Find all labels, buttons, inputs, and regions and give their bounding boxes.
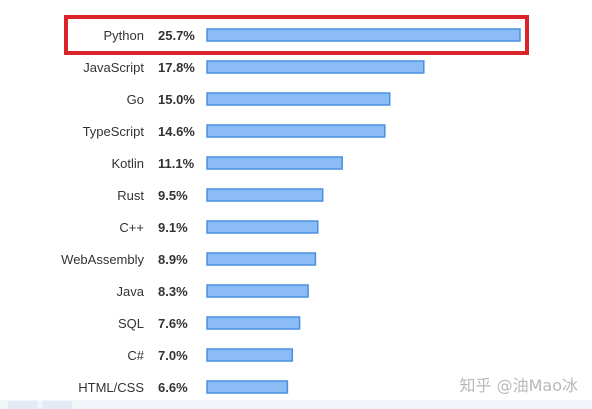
value-label: 7.0% [158,348,188,363]
bottom-tab[interactable] [8,401,38,409]
bar [206,92,391,106]
value-label: 9.5% [158,188,188,203]
value-label: 17.8% [158,60,195,75]
category-label: Go [127,92,144,107]
category-label: Java [117,284,145,299]
bar [206,252,317,266]
bottom-strip [0,400,592,409]
category-label: C# [127,348,144,363]
bar [206,220,319,234]
value-label: 8.3% [158,284,188,299]
value-label: 14.6% [158,124,195,139]
category-label: JavaScript [83,60,144,75]
category-label: C++ [119,220,144,235]
bar [206,316,301,330]
bar [206,188,324,202]
value-label: 25.7% [158,28,195,43]
bar [206,348,294,362]
bar [206,380,289,394]
value-label: 6.6% [158,380,188,395]
bar [206,156,343,170]
category-label: Kotlin [111,156,144,171]
category-label: Python [104,28,144,43]
bar [206,60,425,74]
category-label: Rust [117,188,144,203]
watermark: 知乎 @油Mao冰 [459,376,579,395]
bar [206,284,309,298]
bar [206,28,521,42]
value-label: 9.1% [158,220,188,235]
category-label: WebAssembly [61,252,144,267]
value-label: 7.6% [158,316,188,331]
value-label: 8.9% [158,252,188,267]
highlight-box [64,15,529,55]
bar [206,124,386,138]
category-label: HTML/CSS [78,380,144,395]
bars-layer: Python 25.7% JavaScript 17.8% Go 15.0% TypeScr… [61,15,529,395]
value-label: 11.1% [158,156,195,171]
bottom-tab[interactable] [42,401,72,409]
value-label: 15.0% [158,92,195,107]
category-label: SQL [118,316,144,331]
category-label: TypeScript [83,124,145,139]
